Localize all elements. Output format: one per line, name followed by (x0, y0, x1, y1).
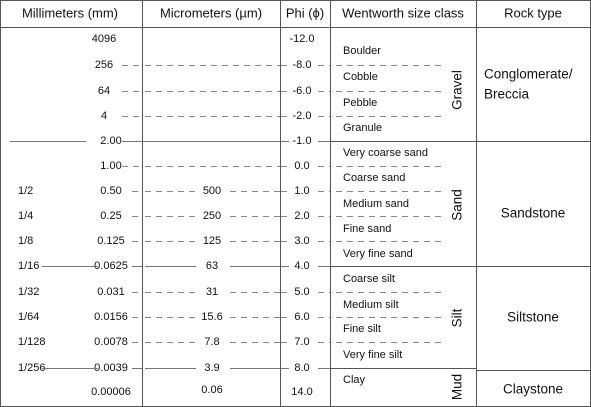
size-class: Very coarse sand (343, 147, 428, 159)
size-class: Fine sand (343, 223, 391, 235)
um-value: 7.8 (204, 336, 219, 348)
um-value: 63 (206, 260, 218, 272)
mm-value: 64 (98, 85, 110, 97)
size-group: Gravel (450, 70, 465, 110)
um-value: 31 (206, 286, 218, 298)
size-group: Sand (450, 189, 465, 221)
column-header: Millimeters (mm) (22, 5, 118, 20)
size-class: Coarse silt (343, 273, 395, 285)
mm-fraction: 1/128 (18, 336, 46, 348)
mm-value: 4096 (92, 33, 116, 45)
mm-value: 0.0156 (94, 311, 128, 323)
column-header: Wentworth size class (342, 5, 464, 20)
size-class: Medium silt (343, 299, 399, 311)
mm-value: 4 (101, 110, 107, 122)
phi-value: 3.0 (294, 235, 309, 247)
size-class: Very fine sand (343, 248, 413, 260)
mm-fraction: 1/32 (18, 286, 39, 298)
mm-value: 256 (95, 59, 113, 71)
mm-fraction: 1/16 (18, 260, 39, 272)
phi-value: -8.0 (293, 59, 312, 71)
mm-fraction: 1/4 (18, 210, 33, 222)
um-value: 500 (203, 185, 221, 197)
size-class: Clay (343, 374, 366, 386)
mm-value: 0.0625 (94, 260, 128, 272)
mm-value: 0.00006 (91, 386, 131, 398)
phi-value: 0.0 (294, 160, 309, 172)
phi-value: 14.0 (291, 386, 312, 398)
size-class: Pebble (343, 97, 377, 109)
rock-type: Breccia (484, 87, 530, 102)
phi-value: 5.0 (294, 286, 309, 298)
mm-value: 2.00 (100, 135, 121, 147)
size-class: Fine silt (343, 323, 381, 335)
rock-type: Siltstone (507, 310, 559, 325)
um-value: 15.6 (201, 311, 222, 323)
um-value: 250 (203, 210, 221, 222)
phi-value: -6.0 (293, 85, 312, 97)
size-class: Granule (343, 122, 382, 134)
column-header: Rock type (504, 5, 562, 20)
column-header: Micrometers (µm) (160, 5, 262, 20)
um-value: 3.9 (204, 362, 219, 374)
column-header: Phi (ϕ) (286, 5, 324, 20)
mm-value: 1.00 (100, 160, 121, 172)
size-class: Medium sand (343, 198, 409, 210)
um-value: 125 (203, 235, 221, 247)
phi-value: -2.0 (293, 110, 312, 122)
phi-value: 1.0 (294, 185, 309, 197)
mm-fraction: 1/64 (18, 311, 39, 323)
mm-value: 0.0039 (94, 362, 128, 374)
mm-fraction: 1/8 (18, 235, 33, 247)
size-class: Very fine silt (343, 349, 402, 361)
phi-value: -1.0 (293, 135, 312, 147)
size-class: Coarse sand (343, 172, 405, 184)
mm-value: 0.50 (100, 185, 121, 197)
size-group: Mud (450, 374, 465, 400)
mm-value: 0.0078 (94, 336, 128, 348)
mm-fraction: 1/2 (18, 185, 33, 197)
phi-value: 7.0 (294, 336, 309, 348)
size-group: Silt (450, 308, 465, 327)
rock-type: Sandstone (501, 206, 566, 221)
size-class: Cobble (343, 71, 378, 83)
rock-type: Claystone (503, 382, 563, 397)
mm-fraction: 1/256 (18, 362, 46, 374)
mm-value: 0.125 (97, 235, 125, 247)
phi-value: -12.0 (289, 33, 314, 45)
um-value: 0.06 (201, 384, 222, 396)
size-class: Boulder (343, 45, 381, 57)
phi-value: 6.0 (294, 311, 309, 323)
rock-type: Conglomerate/ (484, 67, 573, 82)
phi-value: 8.0 (294, 362, 309, 374)
phi-value: 2.0 (294, 210, 309, 222)
mm-value: 0.031 (97, 286, 125, 298)
mm-value: 0.25 (100, 210, 121, 222)
phi-value: 4.0 (294, 260, 309, 272)
